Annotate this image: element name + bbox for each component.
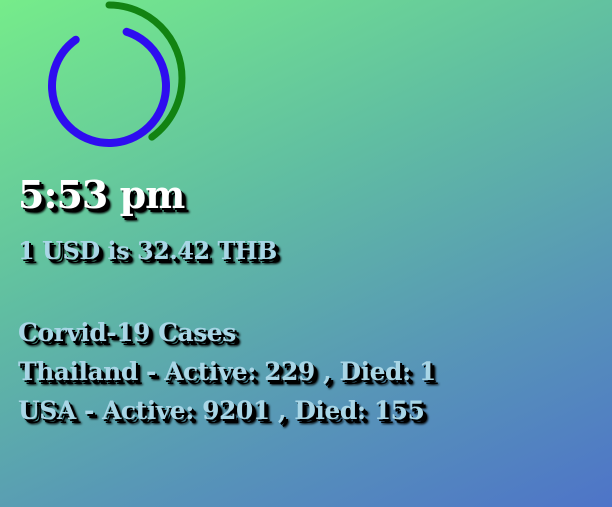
clock-rings-icon — [40, 1, 186, 155]
hour-ring — [48, 25, 170, 147]
current-time: 5:53 pm — [18, 172, 185, 217]
minute-ring — [40, 1, 186, 155]
exchange-rate-text: 1 USD is 32.42 THB — [18, 236, 277, 265]
covid-row-usa: USA - Active: 9201 , Died: 155 — [18, 396, 425, 425]
covid-row-thailand: Thailand - Active: 229 , Died: 1 — [18, 357, 436, 386]
covid-title: Corvid-19 Cases — [18, 318, 236, 347]
